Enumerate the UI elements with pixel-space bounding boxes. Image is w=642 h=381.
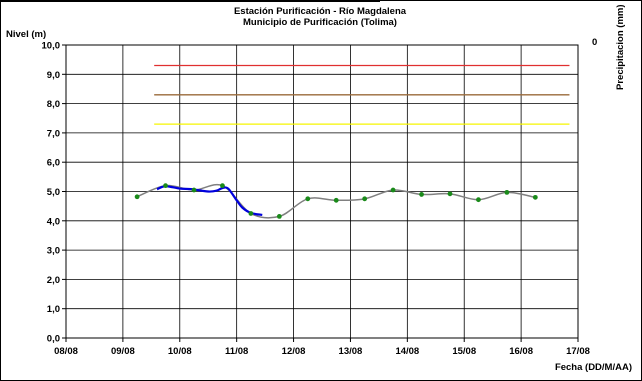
x-tick-label: 09/08 xyxy=(111,346,135,357)
x-axis-label: Fecha (DD/M/AA) xyxy=(554,362,632,373)
secondary-y-tick-label: 0 xyxy=(592,37,598,48)
y-tick-label: 10,0 xyxy=(42,41,61,52)
x-tick-label: 11/08 xyxy=(225,346,248,357)
y-tick-label: 7,0 xyxy=(47,128,60,139)
data-point xyxy=(163,183,168,189)
data-point xyxy=(220,183,225,189)
y-tick-label: 6,0 xyxy=(47,158,60,169)
chart-subtitle: Municipio de Purificación (Tolima) xyxy=(243,17,397,28)
y-tick-label: 5,0 xyxy=(47,187,60,198)
data-point xyxy=(447,191,453,197)
y-tick-label: 0,0 xyxy=(47,334,60,345)
x-tick-label: 13/08 xyxy=(339,346,363,357)
observed-series-line xyxy=(156,185,263,217)
data-point xyxy=(248,211,254,216)
data-point xyxy=(476,197,481,203)
x-tick-label: 08/08 xyxy=(54,346,78,357)
chart-title: Estación Purificación - Río Magdalena xyxy=(233,6,407,17)
data-point xyxy=(305,196,311,202)
data-point xyxy=(390,187,396,193)
y-tick-label: 2,0 xyxy=(47,275,60,286)
y-tick-label: 4,0 xyxy=(47,216,60,227)
y-axis-label: Nivel (m) xyxy=(6,29,47,40)
data-point xyxy=(419,192,424,197)
data-point xyxy=(504,189,510,195)
x-tick-label: 15/08 xyxy=(452,346,476,357)
y-tick-label: 1,0 xyxy=(47,304,60,315)
data-point xyxy=(532,194,538,200)
data-point xyxy=(362,196,368,202)
data-point xyxy=(191,187,197,193)
y-tick-label: 9,0 xyxy=(47,70,60,81)
x-tick-label: 10/08 xyxy=(168,346,192,357)
y-tick-label: 8,0 xyxy=(47,99,60,110)
x-tick-label: 17/08 xyxy=(566,346,590,357)
x-tick-label: 16/08 xyxy=(509,346,533,357)
top-border-accent xyxy=(0,0,380,2)
y-tick-label: 3,0 xyxy=(47,246,60,257)
data-point xyxy=(276,214,282,219)
x-tick-label: 12/08 xyxy=(282,346,306,357)
data-point xyxy=(134,194,140,200)
data-point xyxy=(333,197,339,203)
x-tick-label: 14/08 xyxy=(395,346,419,357)
